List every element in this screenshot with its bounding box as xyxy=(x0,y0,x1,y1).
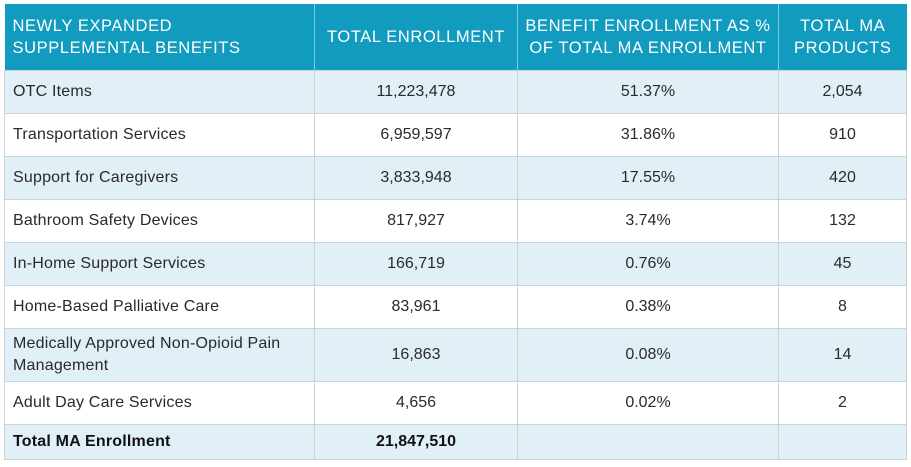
table-row: Medically Approved Non-Opioid Pain Manag… xyxy=(4,328,907,382)
header-row: NEWLY EXPANDED SUPPLEMENTAL BENEFITS TOT… xyxy=(4,4,907,71)
table-row: Home-Based Palliative Care 83,961 0.38% … xyxy=(4,285,907,329)
pct-value: 31.86% xyxy=(517,113,779,157)
table-header: NEWLY EXPANDED SUPPLEMENTAL BENEFITS TOT… xyxy=(4,4,907,71)
benefit-name: Transportation Services xyxy=(4,113,315,157)
total-row: Total MA Enrollment 21,847,510 xyxy=(4,424,907,460)
table-row: Bathroom Safety Devices 817,927 3.74% 13… xyxy=(4,199,907,243)
products-value: 45 xyxy=(778,242,907,286)
table-row: OTC Items 11,223,478 51.37% 2,054 xyxy=(4,70,907,114)
table-body: OTC Items 11,223,478 51.37% 2,054 Transp… xyxy=(4,70,907,460)
products-value: 2 xyxy=(778,381,907,425)
table-row: Transportation Services 6,959,597 31.86%… xyxy=(4,113,907,157)
products-value: 8 xyxy=(778,285,907,329)
benefit-name: In-Home Support Services xyxy=(4,242,315,286)
header-pct-enrollment: BENEFIT ENROLLMENT AS % OF TOTAL MA ENRO… xyxy=(517,4,779,71)
pct-value: 51.37% xyxy=(517,70,779,114)
benefit-name: Adult Day Care Services xyxy=(4,381,315,425)
pct-value: 0.76% xyxy=(517,242,779,286)
products-value: 14 xyxy=(778,328,907,382)
enrollment-value: 817,927 xyxy=(314,199,518,243)
total-products-value xyxy=(778,424,907,460)
total-enrollment-value: 21,847,510 xyxy=(314,424,518,460)
products-value: 132 xyxy=(778,199,907,243)
benefit-name: Support for Caregivers xyxy=(4,156,315,200)
enrollment-value: 4,656 xyxy=(314,381,518,425)
benefit-name: Home-Based Palliative Care xyxy=(4,285,315,329)
pct-value: 0.02% xyxy=(517,381,779,425)
total-pct-value xyxy=(517,424,779,460)
enrollment-value: 6,959,597 xyxy=(314,113,518,157)
pct-value: 0.08% xyxy=(517,328,779,382)
total-label: Total MA Enrollment xyxy=(4,424,315,460)
products-value: 420 xyxy=(778,156,907,200)
enrollment-value: 16,863 xyxy=(314,328,518,382)
benefit-name: Bathroom Safety Devices xyxy=(4,199,315,243)
enrollment-value: 83,961 xyxy=(314,285,518,329)
products-value: 910 xyxy=(778,113,907,157)
enrollment-value: 166,719 xyxy=(314,242,518,286)
table-row: Adult Day Care Services 4,656 0.02% 2 xyxy=(4,381,907,425)
table-row: Support for Caregivers 3,833,948 17.55% … xyxy=(4,156,907,200)
benefit-name: Medically Approved Non-Opioid Pain Manag… xyxy=(4,328,315,382)
enrollment-value: 3,833,948 xyxy=(314,156,518,200)
header-total-products: TOTAL MA PRODUCTS xyxy=(778,4,907,71)
benefits-table: NEWLY EXPANDED SUPPLEMENTAL BENEFITS TOT… xyxy=(4,4,907,460)
pct-value: 0.38% xyxy=(517,285,779,329)
benefit-name: OTC Items xyxy=(4,70,315,114)
pct-value: 3.74% xyxy=(517,199,779,243)
header-benefit: NEWLY EXPANDED SUPPLEMENTAL BENEFITS xyxy=(4,4,315,71)
pct-value: 17.55% xyxy=(517,156,779,200)
enrollment-value: 11,223,478 xyxy=(314,70,518,114)
table-row: In-Home Support Services 166,719 0.76% 4… xyxy=(4,242,907,286)
products-value: 2,054 xyxy=(778,70,907,114)
header-total-enrollment: TOTAL ENROLLMENT xyxy=(314,4,518,71)
